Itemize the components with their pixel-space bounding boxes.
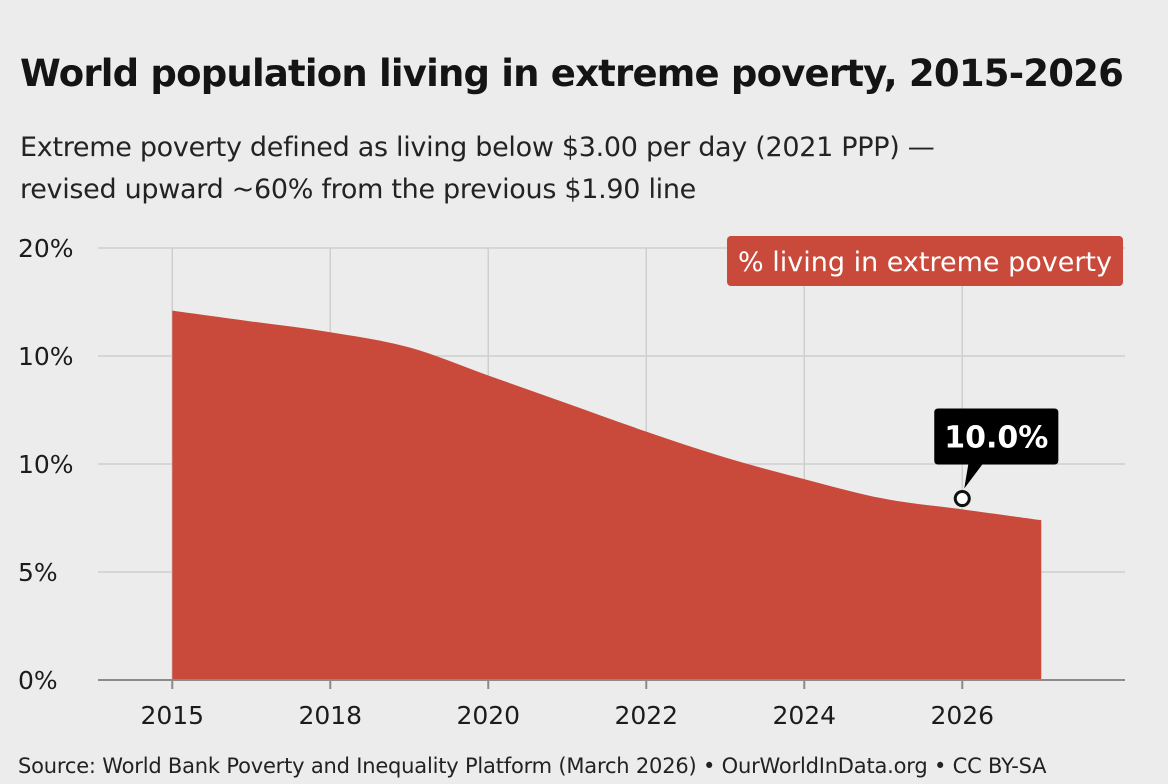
y-tick-label: 5% <box>18 558 58 587</box>
x-tick-label: 2018 <box>298 701 362 730</box>
tick-labels: 0% 5% 10% 10% 20% 2015 2018 2020 2022 2024 2026 <box>18 234 994 730</box>
end-point-marker <box>953 490 971 508</box>
legend: % living in extreme poverty <box>727 236 1123 286</box>
x-tick-label: 2026 <box>930 701 994 730</box>
axes <box>98 679 1125 689</box>
source-note: Source: World Bank Poverty and Inequalit… <box>18 754 1047 778</box>
x-tick-label: 2015 <box>140 701 204 730</box>
x-tick-label: 2024 <box>772 701 836 730</box>
chart-title: World population living in extreme pover… <box>20 52 1124 95</box>
area-series-poverty <box>172 310 1042 680</box>
legend-label: % living in extreme poverty <box>738 247 1112 278</box>
legend-box <box>727 236 1123 286</box>
y-tick-label: 10% <box>18 342 74 371</box>
y-tick-label: 10% <box>18 450 74 479</box>
callout-label: 10.0% <box>944 421 1048 456</box>
subtitle-line-1: Extreme poverty defined as living below … <box>20 132 935 163</box>
y-tick-label: 20% <box>18 234 74 263</box>
end-value-callout: 10.0% <box>934 408 1059 508</box>
x-tick-label: 2020 <box>456 701 520 730</box>
subtitle-line-2: revised upward ~60% from the previous $1… <box>20 174 696 205</box>
x-tick-label: 2022 <box>614 701 678 730</box>
chart-subtitle: Extreme poverty defined as living below … <box>20 127 1120 211</box>
callout-bubble <box>934 408 1059 489</box>
y-tick-label: 0% <box>18 666 58 695</box>
